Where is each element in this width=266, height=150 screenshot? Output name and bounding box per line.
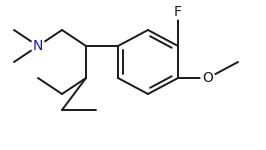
Circle shape xyxy=(171,5,185,19)
Circle shape xyxy=(31,39,45,53)
Text: F: F xyxy=(174,5,182,19)
Text: N: N xyxy=(33,39,43,53)
Text: O: O xyxy=(203,71,213,85)
Circle shape xyxy=(201,71,215,85)
